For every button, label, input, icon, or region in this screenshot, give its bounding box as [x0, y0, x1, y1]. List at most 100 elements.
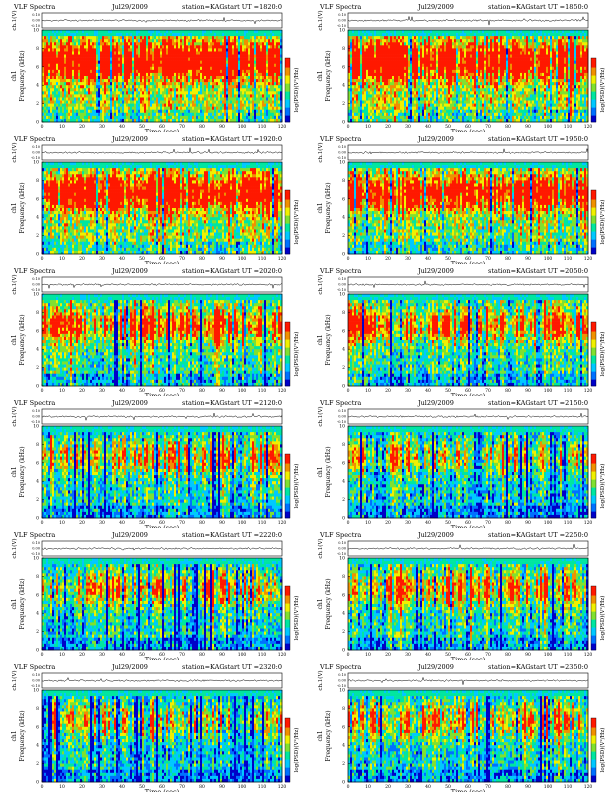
channel-label: ch1	[11, 334, 18, 345]
y-tick-label: 4	[342, 83, 345, 89]
y-tick-label: 0	[36, 780, 39, 786]
spectrogram-panel: VLF Spectra Jul29/2009 station=KAG start UT…	[0, 264, 306, 396]
panel-station: station=KAG	[182, 3, 225, 11]
panel-station: station=KAG	[182, 267, 225, 275]
x-tick-label: 0	[347, 652, 350, 658]
y-tick-label: 0	[36, 384, 39, 390]
channel-label: ch1	[317, 334, 324, 345]
x-tick-label: 20	[385, 652, 391, 658]
x-tick-label: 90	[219, 124, 225, 130]
y-tick-label: 0	[342, 252, 345, 258]
x-tick-label: 40	[425, 256, 431, 262]
colorbar-label: log(PSD)(V²/Hz)	[293, 728, 300, 773]
x-tick-label: 90	[219, 784, 225, 790]
x-tick-label: 20	[79, 124, 85, 130]
spectrogram-image	[42, 294, 283, 387]
waveform-trace	[41, 547, 283, 551]
channel-label: ch1	[11, 70, 18, 81]
y-tick-label: 10	[339, 688, 345, 694]
y-tick-label: 6	[36, 460, 39, 466]
waveform-frame	[41, 540, 283, 557]
y-tick-label: 8	[36, 46, 39, 52]
x-tick-label: 0	[347, 520, 350, 526]
x-tick-label: 0	[41, 652, 44, 658]
x-tick-label: 30	[405, 784, 411, 790]
x-tick-label: 60	[159, 520, 165, 526]
y-axis-label: Frequency (kHz)	[325, 182, 332, 233]
x-tick-label: 30	[99, 256, 105, 262]
x-tick-label: 30	[405, 520, 411, 526]
x-tick-label: 20	[385, 784, 391, 790]
y-axis-label: Frequency (kHz)	[325, 50, 332, 101]
x-tick-label: 40	[119, 124, 125, 130]
waveform-tick-label: 0.10	[338, 13, 346, 17]
colorbar-label: log(PSD)(V²/Hz)	[293, 200, 300, 245]
y-tick-label: 4	[342, 611, 345, 617]
panel-station: station=KAG	[182, 135, 225, 143]
x-tick-label: 20	[79, 256, 85, 262]
panel-date: Jul29/2009	[111, 267, 148, 275]
panel-start-ut: start UT =2120:0	[224, 399, 282, 407]
x-tick-label: 110	[564, 784, 573, 790]
waveform-tick-label: 0.00	[32, 547, 40, 551]
x-axis-label: Time (sec)	[145, 788, 180, 792]
panel-title: VLF Spectra	[13, 267, 55, 275]
x-tick-label: 80	[199, 388, 205, 394]
spectrogram-image	[348, 690, 589, 783]
x-tick-label: 30	[99, 652, 105, 658]
waveform-tick-label: 0.00	[32, 19, 40, 23]
panel-station: station=KAG	[488, 135, 531, 143]
panel-date: Jul29/2009	[111, 135, 148, 143]
y-tick-label: 2	[342, 233, 345, 239]
waveform-tick-label: 0.00	[338, 19, 346, 23]
y-tick-label: 6	[342, 64, 345, 70]
x-tick-label: 0	[41, 520, 44, 526]
y-axis-label: Frequency (kHz)	[19, 50, 26, 101]
x-tick-label: 90	[219, 520, 225, 526]
waveform-tick-label: -0.10	[337, 420, 346, 424]
y-tick-label: 4	[36, 611, 39, 617]
x-tick-label: 80	[505, 388, 511, 394]
spectrogram-panel: VLF Spectra Jul29/2009 station=KAG start UT…	[306, 132, 612, 264]
y-axis-label: Frequency (kHz)	[19, 710, 26, 761]
y-tick-label: 0	[342, 780, 345, 786]
y-tick-label: 6	[36, 64, 39, 70]
x-tick-label: 40	[425, 784, 431, 790]
y-tick-label: 10	[339, 424, 345, 430]
x-tick-label: 120	[278, 388, 287, 394]
x-tick-label: 60	[465, 256, 471, 262]
x-tick-label: 60	[159, 124, 165, 130]
spectrogram-panel: VLF Spectra Jul29/2009 station=KAG start UT…	[0, 132, 306, 264]
spectrogram-panel: VLF Spectra Jul29/2009 station=KAG start UT…	[306, 0, 612, 132]
x-tick-label: 20	[385, 520, 391, 526]
x-tick-label: 0	[347, 124, 350, 130]
waveform-axis-label: ch.1(V)	[11, 274, 18, 294]
y-axis-label: Frequency (kHz)	[19, 446, 26, 497]
x-tick-label: 80	[505, 652, 511, 658]
x-tick-label: 10	[59, 256, 65, 262]
x-tick-label: 60	[465, 784, 471, 790]
x-tick-label: 10	[365, 256, 371, 262]
x-tick-label: 50	[139, 520, 145, 526]
spectrogram-panel: VLF Spectra Jul29/2009 station=KAG start UT…	[306, 660, 612, 792]
panel-start-ut: start UT =2220:0	[224, 531, 282, 539]
y-tick-label: 2	[36, 101, 39, 107]
waveform-tick-label: 0.00	[32, 679, 40, 683]
x-tick-label: 100	[544, 520, 553, 526]
waveform-axis-label: ch.1(V)	[11, 10, 18, 30]
panel-date: Jul29/2009	[417, 663, 454, 671]
x-tick-label: 0	[41, 124, 44, 130]
x-tick-label: 30	[99, 784, 105, 790]
x-tick-label: 90	[219, 256, 225, 262]
x-tick-label: 120	[278, 652, 287, 658]
x-tick-label: 110	[564, 520, 573, 526]
x-tick-label: 110	[564, 256, 573, 262]
y-tick-label: 2	[36, 365, 39, 371]
spectrogram-svg: VLF Spectra Jul29/2009 station=KAG start UT…	[317, 135, 606, 264]
x-tick-label: 120	[584, 784, 593, 790]
y-tick-label: 10	[339, 556, 345, 562]
colorbar-label: log(PSD)(V²/Hz)	[599, 464, 606, 509]
x-tick-label: 70	[485, 124, 491, 130]
spectrogram-svg: VLF Spectra Jul29/2009 station=KAG start UT…	[11, 267, 300, 396]
